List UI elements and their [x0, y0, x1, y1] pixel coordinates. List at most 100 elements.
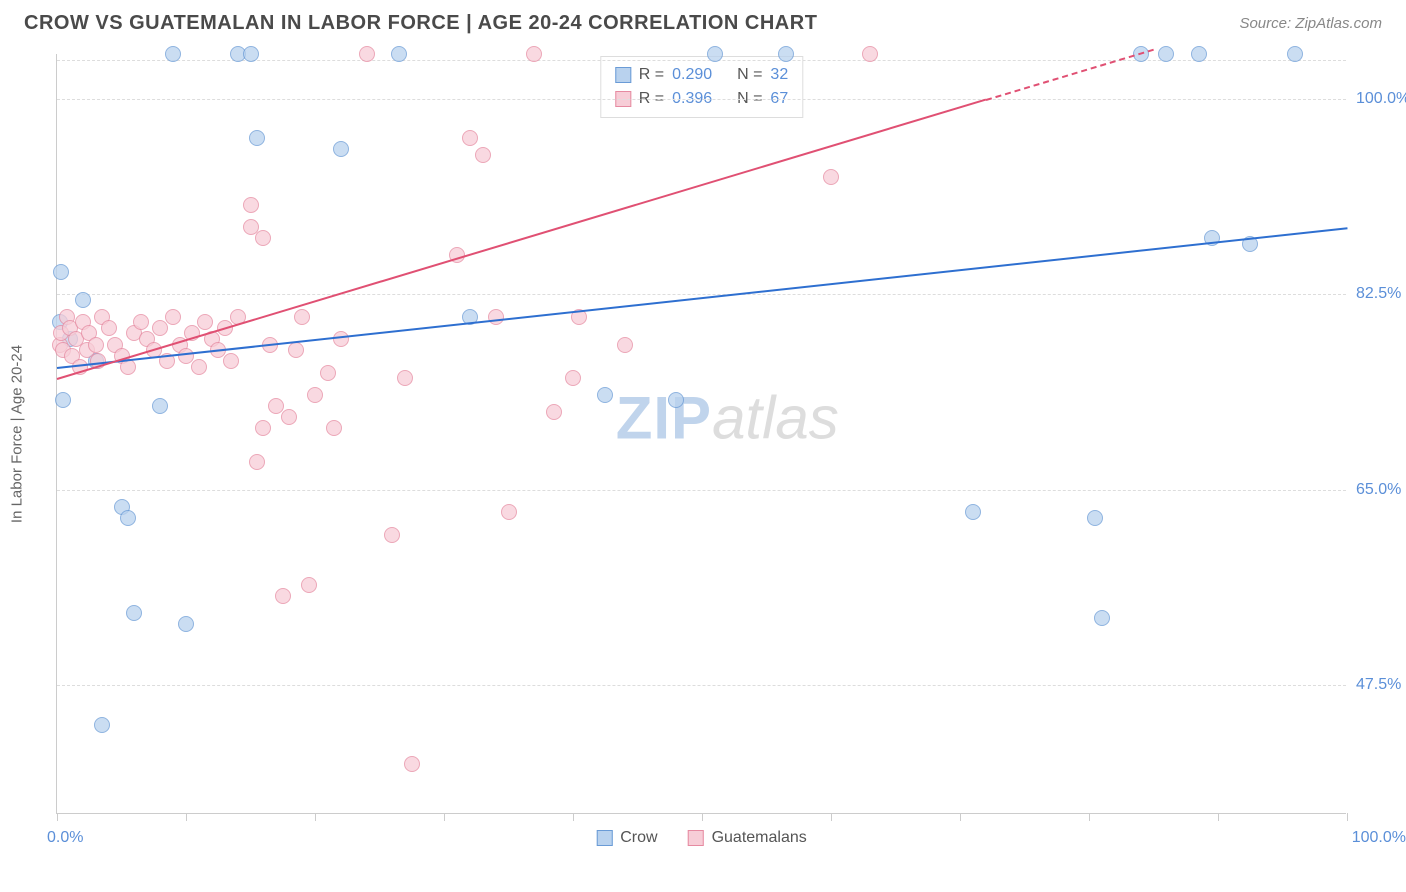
x-tick — [444, 813, 445, 821]
scatter-point — [75, 292, 91, 308]
scatter-point — [320, 365, 336, 381]
scatter-point — [475, 147, 491, 163]
scatter-point — [1158, 46, 1174, 62]
scatter-point — [384, 527, 400, 543]
gridline — [57, 685, 1346, 686]
scatter-point — [243, 46, 259, 62]
scatter-point — [404, 756, 420, 772]
scatter-point — [249, 454, 265, 470]
scatter-point — [165, 46, 181, 62]
scatter-point — [294, 309, 310, 325]
scatter-point — [391, 46, 407, 62]
x-tick — [831, 813, 832, 821]
scatter-point — [275, 588, 291, 604]
scatter-point — [281, 409, 297, 425]
scatter-point — [133, 314, 149, 330]
scatter-point — [546, 404, 562, 420]
legend-label: Guatemalans — [712, 829, 807, 847]
watermark-zip: ZIP — [616, 385, 712, 452]
chart-plot-area: ZIPatlas In Labor Force | Age 20-24 R = … — [56, 54, 1346, 814]
legend-swatch-crow — [596, 830, 612, 846]
x-tick — [1218, 813, 1219, 821]
scatter-point — [1191, 46, 1207, 62]
x-tick — [57, 813, 58, 821]
scatter-point — [94, 717, 110, 733]
x-tick — [186, 813, 187, 821]
n-label: N = — [737, 63, 762, 87]
legend-swatch-crow — [615, 67, 631, 83]
scatter-point — [55, 392, 71, 408]
scatter-point — [1094, 610, 1110, 626]
trend-line — [986, 48, 1154, 100]
scatter-point — [191, 359, 207, 375]
scatter-point — [152, 320, 168, 336]
gridline — [57, 99, 1346, 100]
legend-series: Crow Guatemalans — [596, 829, 807, 847]
x-tick — [960, 813, 961, 821]
scatter-point — [778, 46, 794, 62]
scatter-point — [301, 577, 317, 593]
trend-line — [57, 227, 1347, 369]
scatter-point — [255, 420, 271, 436]
scatter-point — [307, 387, 323, 403]
y-tick-label: 82.5% — [1356, 285, 1406, 303]
y-tick-label: 100.0% — [1356, 90, 1406, 108]
scatter-point — [1087, 510, 1103, 526]
scatter-point — [197, 314, 213, 330]
scatter-point — [120, 510, 136, 526]
scatter-point — [1287, 46, 1303, 62]
r-label: R = — [639, 63, 664, 87]
gridline — [57, 490, 1346, 491]
scatter-point — [152, 398, 168, 414]
legend-item-guatemalans: Guatemalans — [688, 829, 807, 847]
y-tick-label: 47.5% — [1356, 676, 1406, 694]
legend-stats: R = 0.290 N = 32 R = 0.396 N = 67 — [600, 56, 803, 118]
legend-swatch-guatemalans — [688, 830, 704, 846]
gridline — [57, 294, 1346, 295]
watermark: ZIPatlas — [616, 384, 839, 453]
scatter-point — [53, 264, 69, 280]
x-tick — [1089, 813, 1090, 821]
scatter-point — [707, 46, 723, 62]
scatter-point — [165, 309, 181, 325]
scatter-point — [178, 616, 194, 632]
scatter-point — [255, 230, 271, 246]
n-value-crow: 32 — [770, 63, 788, 87]
scatter-point — [243, 197, 259, 213]
legend-label: Crow — [620, 829, 657, 847]
scatter-point — [597, 387, 613, 403]
scatter-point — [88, 337, 104, 353]
legend-item-crow: Crow — [596, 829, 657, 847]
x-axis-end-label: 100.0% — [1352, 829, 1406, 847]
scatter-point — [565, 370, 581, 386]
scatter-point — [526, 46, 542, 62]
scatter-point — [333, 331, 349, 347]
scatter-point — [462, 130, 478, 146]
legend-stats-row: R = 0.290 N = 32 — [615, 63, 788, 87]
watermark-atlas: atlas — [712, 385, 839, 452]
scatter-point — [249, 130, 265, 146]
scatter-point — [397, 370, 413, 386]
scatter-point — [359, 46, 375, 62]
x-tick — [1347, 813, 1348, 821]
scatter-point — [326, 420, 342, 436]
y-tick-label: 65.0% — [1356, 481, 1406, 499]
x-tick — [315, 813, 316, 821]
x-tick — [702, 813, 703, 821]
x-axis-start-label: 0.0% — [47, 829, 83, 847]
scatter-point — [333, 141, 349, 157]
chart-source: Source: ZipAtlas.com — [1239, 15, 1382, 32]
scatter-point — [823, 169, 839, 185]
trend-line — [57, 99, 986, 380]
scatter-point — [617, 337, 633, 353]
scatter-point — [288, 342, 304, 358]
scatter-point — [965, 504, 981, 520]
scatter-point — [223, 353, 239, 369]
x-tick — [573, 813, 574, 821]
scatter-point — [488, 309, 504, 325]
scatter-point — [126, 605, 142, 621]
r-value-crow: 0.290 — [672, 63, 712, 87]
scatter-point — [101, 320, 117, 336]
chart-title: CROW VS GUATEMALAN IN LABOR FORCE | AGE … — [24, 12, 817, 35]
scatter-point — [668, 392, 684, 408]
